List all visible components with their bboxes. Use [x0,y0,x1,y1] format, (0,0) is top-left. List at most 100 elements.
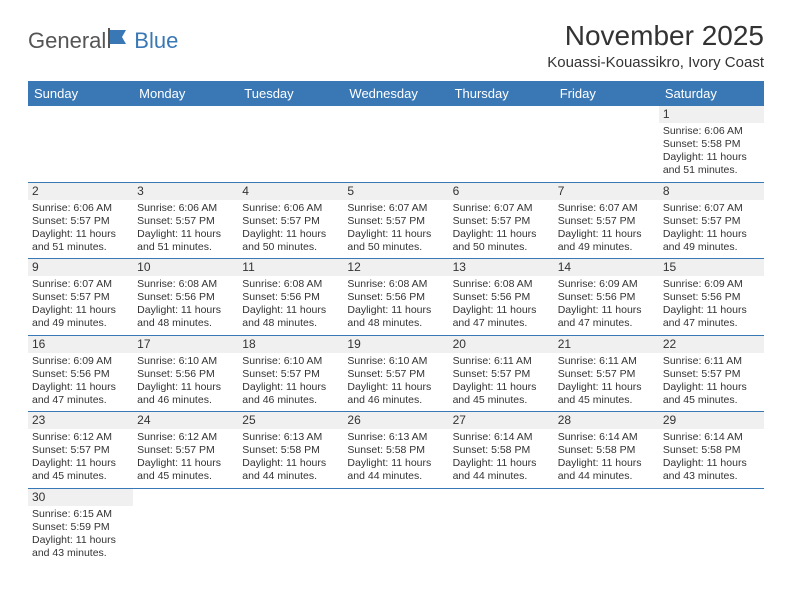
day-number [238,106,343,123]
sunrise-text: Sunrise: 6:11 AM [453,355,550,368]
daylight-text: and 47 minutes. [32,394,129,407]
sunrise-text: Sunrise: 6:12 AM [32,431,129,444]
sunrise-text: Sunrise: 6:10 AM [347,355,444,368]
day-number: 4 [238,183,343,200]
day-number: 8 [659,183,764,200]
calendar-cell: 13Sunrise: 6:08 AMSunset: 5:56 PMDayligh… [449,259,554,336]
calendar-cell: 15Sunrise: 6:09 AMSunset: 5:56 PMDayligh… [659,259,764,336]
daylight-text: and 49 minutes. [663,241,760,254]
sunrise-text: Sunrise: 6:08 AM [137,278,234,291]
sunrise-text: Sunrise: 6:08 AM [453,278,550,291]
calendar-cell: 4Sunrise: 6:06 AMSunset: 5:57 PMDaylight… [238,182,343,259]
calendar-cell [133,106,238,182]
daylight-text: Daylight: 11 hours [663,457,760,470]
daylight-text: Daylight: 11 hours [453,457,550,470]
daylight-text: Daylight: 11 hours [663,304,760,317]
daylight-text: Daylight: 11 hours [558,457,655,470]
logo-text-blue: Blue [134,28,178,54]
daylight-text: Daylight: 11 hours [137,457,234,470]
logo-flag-icon [108,28,134,54]
sunset-text: Sunset: 5:56 PM [137,368,234,381]
sunrise-text: Sunrise: 6:09 AM [558,278,655,291]
daylight-text: Daylight: 11 hours [242,457,339,470]
day-number: 20 [449,336,554,353]
daylight-text: and 45 minutes. [32,470,129,483]
daylight-text: and 45 minutes. [558,394,655,407]
calendar-row: 16Sunrise: 6:09 AMSunset: 5:56 PMDayligh… [28,335,764,412]
sunset-text: Sunset: 5:57 PM [558,215,655,228]
day-number [554,489,659,506]
sunset-text: Sunset: 5:58 PM [663,444,760,457]
sunrise-text: Sunrise: 6:06 AM [242,202,339,215]
daylight-text: and 43 minutes. [663,470,760,483]
calendar-cell: 14Sunrise: 6:09 AMSunset: 5:56 PMDayligh… [554,259,659,336]
sunset-text: Sunset: 5:57 PM [347,215,444,228]
sunset-text: Sunset: 5:56 PM [137,291,234,304]
sunset-text: Sunset: 5:56 PM [453,291,550,304]
daylight-text: and 46 minutes. [137,394,234,407]
sunset-text: Sunset: 5:58 PM [242,444,339,457]
sunrise-text: Sunrise: 6:13 AM [347,431,444,444]
day-number: 6 [449,183,554,200]
daylight-text: Daylight: 11 hours [558,304,655,317]
day-number: 24 [133,412,238,429]
page: General Blue November 2025 Kouassi-Kouas… [0,0,792,584]
calendar-cell: 7Sunrise: 6:07 AMSunset: 5:57 PMDaylight… [554,182,659,259]
sunset-text: Sunset: 5:56 PM [347,291,444,304]
calendar-cell: 10Sunrise: 6:08 AMSunset: 5:56 PMDayligh… [133,259,238,336]
calendar-row: 2Sunrise: 6:06 AMSunset: 5:57 PMDaylight… [28,182,764,259]
daylight-text: and 47 minutes. [558,317,655,330]
daylight-text: and 44 minutes. [453,470,550,483]
calendar-cell [133,488,238,564]
calendar-cell: 5Sunrise: 6:07 AMSunset: 5:57 PMDaylight… [343,182,448,259]
sunrise-text: Sunrise: 6:07 AM [347,202,444,215]
logo: General Blue [28,28,178,54]
daylight-text: Daylight: 11 hours [32,228,129,241]
daylight-text: and 44 minutes. [347,470,444,483]
header: General Blue November 2025 Kouassi-Kouas… [28,20,764,71]
daylight-text: Daylight: 11 hours [242,304,339,317]
daylight-text: Daylight: 11 hours [663,228,760,241]
daylight-text: and 49 minutes. [32,317,129,330]
daylight-text: Daylight: 11 hours [137,381,234,394]
day-number: 1 [659,106,764,123]
sunrise-text: Sunrise: 6:14 AM [558,431,655,444]
sunrise-text: Sunrise: 6:14 AM [663,431,760,444]
day-number: 15 [659,259,764,276]
sunrise-text: Sunrise: 6:15 AM [32,508,129,521]
calendar-cell: 29 Sunrise: 6:14 AMSunset: 5:58 PMDayligh… [659,412,764,489]
day-number: 29 [659,412,764,429]
sunset-text: Sunset: 5:57 PM [663,368,760,381]
daylight-text: and 50 minutes. [347,241,444,254]
calendar-cell [238,488,343,564]
day-number [659,489,764,506]
calendar-cell [238,106,343,182]
daylight-text: Daylight: 11 hours [347,457,444,470]
day-number: 17 [133,336,238,353]
sunset-text: Sunset: 5:59 PM [32,521,129,534]
day-number: 12 [343,259,448,276]
day-number: 26 [343,412,448,429]
day-number: 30 [28,489,133,506]
sunrise-text: Sunrise: 6:07 AM [663,202,760,215]
day-number [133,489,238,506]
sunrise-text: Sunrise: 6:11 AM [558,355,655,368]
daylight-text: and 45 minutes. [137,470,234,483]
calendar-cell: 6Sunrise: 6:07 AMSunset: 5:57 PMDaylight… [449,182,554,259]
weekday-header-row: Sunday Monday Tuesday Wednesday Thursday… [28,81,764,106]
weekday-header: Tuesday [238,81,343,106]
sunset-text: Sunset: 5:57 PM [32,215,129,228]
calendar-cell: 11Sunrise: 6:08 AMSunset: 5:56 PMDayligh… [238,259,343,336]
sunrise-text: Sunrise: 6:12 AM [137,431,234,444]
daylight-text: and 45 minutes. [663,394,760,407]
calendar-cell: 30Sunrise: 6:15 AMSunset: 5:59 PMDayligh… [28,488,133,564]
day-number [449,106,554,123]
day-number [343,489,448,506]
day-number: 7 [554,183,659,200]
calendar-cell: 26Sunrise: 6:13 AMSunset: 5:58 PMDayligh… [343,412,448,489]
calendar-cell: 27Sunrise: 6:14 AMSunset: 5:58 PMDayligh… [449,412,554,489]
daylight-text: and 50 minutes. [242,241,339,254]
sunset-text: Sunset: 5:57 PM [242,368,339,381]
daylight-text: Daylight: 11 hours [347,381,444,394]
day-number: 2 [28,183,133,200]
